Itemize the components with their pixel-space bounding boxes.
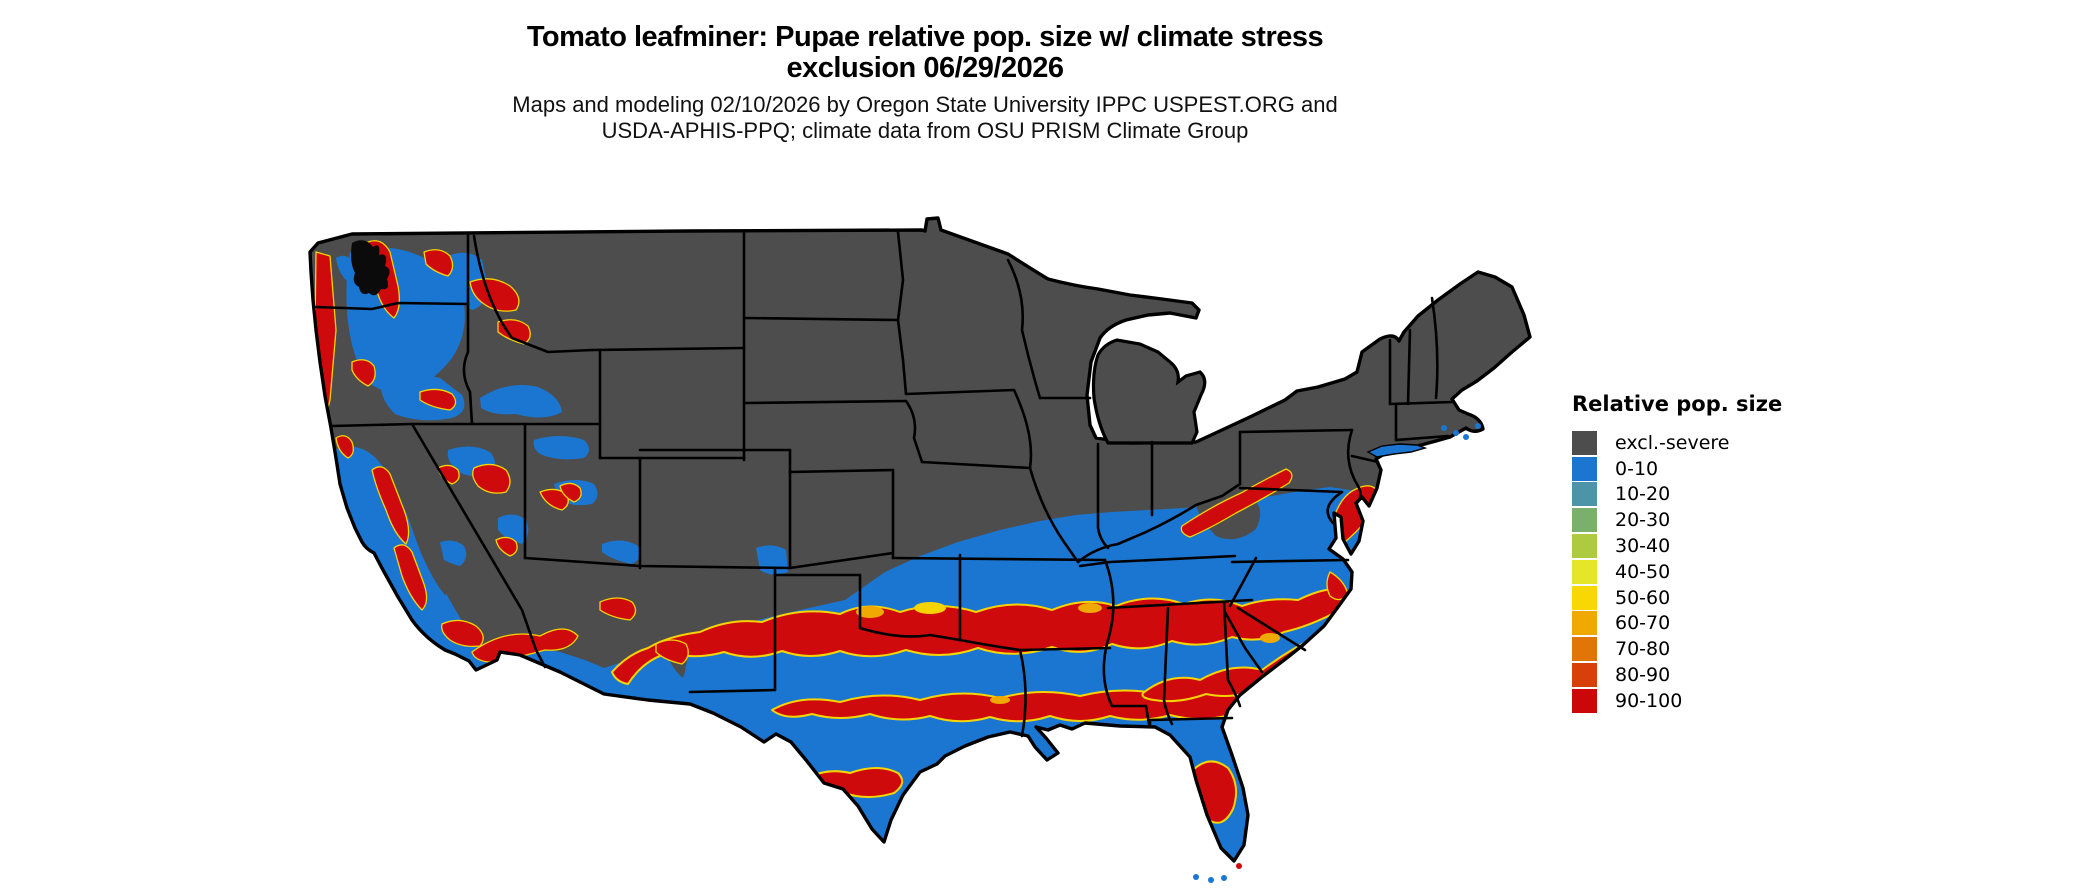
legend-item: 60-70 — [1572, 611, 1832, 637]
legend-item: 70-80 — [1572, 636, 1832, 662]
legend-item: 20-30 — [1572, 507, 1832, 533]
map-subtitle: Maps and modeling 02/10/2026 by Oregon S… — [0, 92, 1850, 144]
high-pop-red-bands — [611, 468, 1381, 824]
legend-item-label: 30-40 — [1615, 535, 1671, 558]
legend-title: Relative pop. size — [1572, 392, 1783, 416]
legend-item: 40-50 — [1572, 559, 1832, 585]
legend-item: 80-90 — [1572, 662, 1832, 688]
legend-item-label: 50-60 — [1615, 586, 1671, 609]
legend-swatch — [1572, 585, 1597, 610]
legend-item-label: 10-20 — [1615, 483, 1671, 506]
lower-michigan — [1091, 338, 1207, 445]
legend-item: 0-10 — [1572, 456, 1832, 482]
legend-item-label: excl.-severe — [1615, 431, 1730, 454]
map-title-line2: exclusion 06/29/2026 — [786, 52, 1064, 84]
coastal-details — [1193, 423, 1481, 883]
legend-swatch — [1572, 559, 1597, 584]
legend-item-label: 90-100 — [1615, 689, 1683, 712]
legend-item-label: 80-90 — [1615, 664, 1671, 687]
map-subtitle-line1: Maps and modeling 02/10/2026 by Oregon S… — [512, 92, 1338, 117]
legend-items: excl.-severe 0-10 10-20 20-30 30-40 40-50 50-6… — [1572, 430, 1832, 714]
legend-item-label: 70-80 — [1615, 638, 1671, 661]
legend-swatch — [1572, 534, 1597, 559]
legend-item: 50-60 — [1572, 585, 1832, 611]
map-subtitle-line2: USDA-APHIS-PPQ; climate data from OSU PR… — [601, 118, 1249, 143]
legend-swatch — [1572, 663, 1597, 688]
legend-swatch — [1572, 611, 1597, 636]
map-title: Tomato leafminer: Pupae relative pop. si… — [0, 22, 1850, 84]
legend-item-label: 40-50 — [1615, 560, 1671, 583]
legend-item-label: 60-70 — [1615, 612, 1671, 635]
legend-item: 10-20 — [1572, 482, 1832, 508]
legend-swatch — [1572, 508, 1597, 533]
legend-swatch — [1572, 430, 1597, 455]
legend-swatch — [1572, 456, 1597, 481]
legend-item: excl.-severe — [1572, 430, 1832, 456]
legend-item-label: 0-10 — [1615, 457, 1659, 480]
state-borders — [314, 230, 1454, 738]
legend-item-label: 20-30 — [1615, 509, 1671, 532]
legend-swatch — [1572, 688, 1597, 713]
legend: Relative pop. size excl.-severe 0-10 10-20… — [1572, 392, 1832, 714]
legend-swatch — [1572, 637, 1597, 662]
legend-item: 30-40 — [1572, 533, 1832, 559]
legend-swatch — [1572, 482, 1597, 507]
legend-item: 90-100 — [1572, 688, 1832, 714]
puget-sound — [351, 240, 390, 296]
band-warm-cores — [856, 602, 1280, 704]
hatteras-patch — [1326, 571, 1349, 601]
appalachian-streak — [1180, 468, 1293, 538]
map-title-line1: Tomato leafminer: Pupae relative pop. si… — [526, 21, 1324, 53]
